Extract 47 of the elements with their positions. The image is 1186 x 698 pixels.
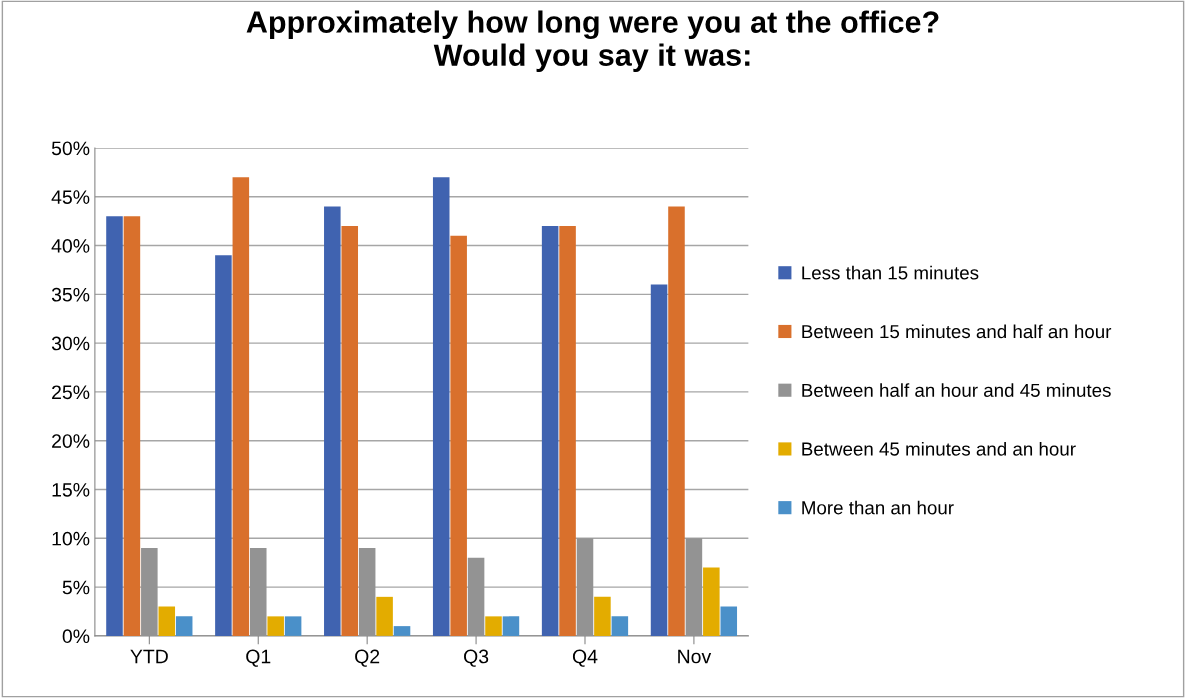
y-tick-label: 50% — [51, 141, 90, 156]
x-tick-label: Q3 — [464, 649, 489, 667]
bar — [158, 606, 176, 636]
bar — [502, 616, 520, 636]
bar — [232, 177, 250, 636]
chart-title: Approximately how long were you at the office? Would you say it was: — [246, 10, 939, 72]
bar — [611, 616, 629, 636]
bar — [594, 596, 611, 636]
bar — [650, 284, 668, 636]
x-tick-label: Q2 — [355, 649, 380, 667]
legend-label: Less than 15 minutes — [802, 265, 979, 280]
bar — [284, 616, 302, 636]
bar — [123, 216, 141, 636]
legend-label: Between 15 minutes and half an hour — [802, 324, 1112, 339]
y-tick-label: 35% — [51, 287, 90, 302]
y-tick-label: 5% — [62, 580, 90, 595]
bar — [720, 606, 738, 636]
bar — [432, 177, 450, 636]
bar — [450, 235, 467, 636]
bar — [559, 226, 576, 636]
legend-label: Between 45 minutes and an hour — [802, 441, 1076, 456]
legend-label: Between half an hour and 45 minutes — [802, 383, 1111, 397]
bar — [341, 226, 359, 636]
bar — [485, 616, 502, 636]
bar — [267, 616, 284, 636]
bar — [175, 616, 193, 636]
bar — [376, 596, 393, 636]
y-tick-label: 45% — [51, 190, 90, 204]
y-tick-label: 20% — [52, 434, 90, 448]
x-tick-label: Q4 — [572, 649, 598, 667]
x-tick-label: Nov — [678, 649, 712, 664]
x-tick-label: Q1 — [246, 649, 271, 667]
bar — [668, 206, 685, 636]
y-tick-label: 40% — [51, 239, 90, 253]
y-tick-label: 15% — [52, 483, 90, 497]
bar — [106, 216, 123, 636]
y-tick-label: 0% — [62, 629, 90, 644]
x-tick-label: YTD — [130, 649, 168, 664]
bar — [541, 226, 559, 636]
bar — [393, 626, 411, 636]
bar — [703, 567, 720, 636]
legend-label: More than an hour — [802, 500, 954, 515]
y-tick-label: 10% — [52, 531, 90, 546]
y-tick-label: 25% — [52, 385, 90, 400]
y-tick-label: 30% — [51, 336, 90, 351]
bar — [215, 255, 232, 636]
bar — [324, 206, 341, 636]
